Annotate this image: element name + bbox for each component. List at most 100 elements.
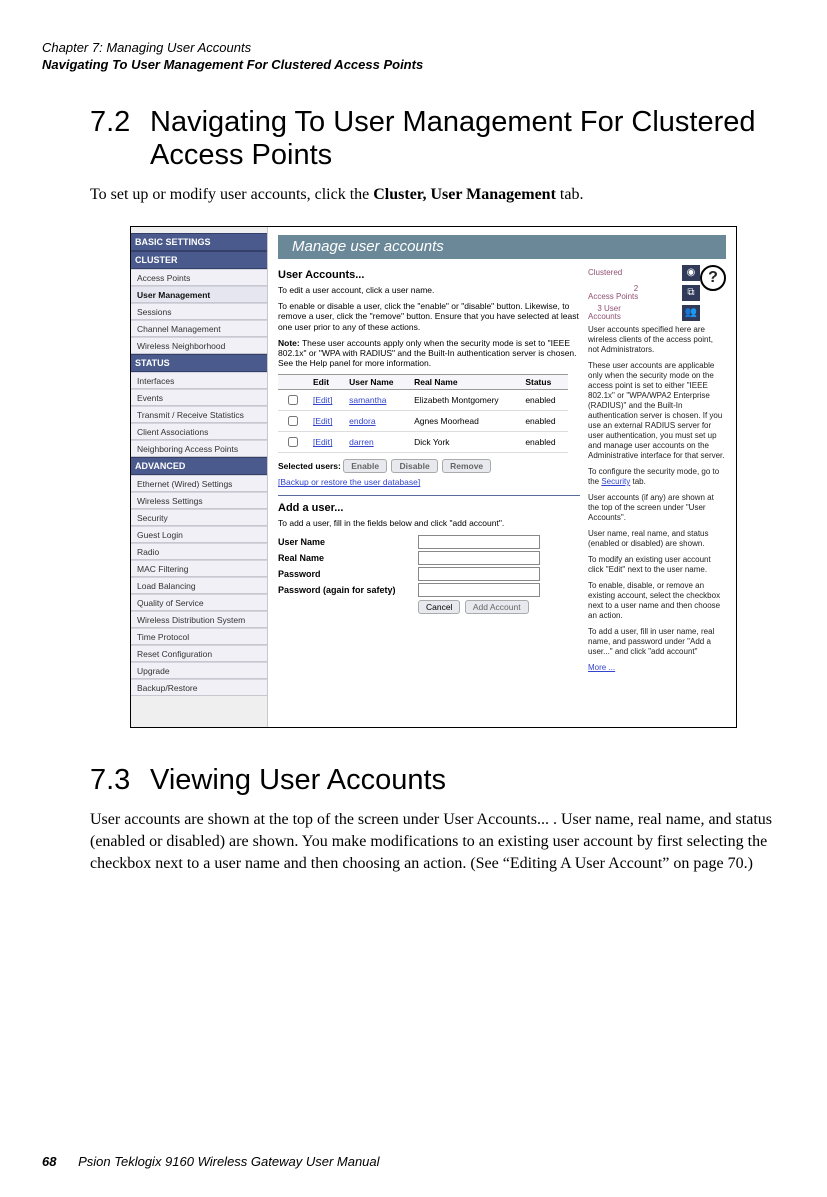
th-user: User Name xyxy=(343,375,408,390)
section-title: Navigating To User Management For Cluste… xyxy=(150,106,785,173)
center-p1: To edit a user account, click a user nam… xyxy=(278,285,580,295)
nav-wds[interactable]: Wireless Distribution System xyxy=(131,611,267,628)
label-real: Real Name xyxy=(278,553,418,563)
input-pass[interactable] xyxy=(418,567,540,581)
stat-access-points[interactable]: 2Access Points ⧉ xyxy=(588,285,700,301)
nav-channel-management[interactable]: Channel Management xyxy=(131,320,267,337)
th-real: Real Name xyxy=(408,375,519,390)
row-checkbox[interactable] xyxy=(288,416,298,426)
nav-ethernet[interactable]: Ethernet (Wired) Settings xyxy=(131,475,267,492)
nav-access-points[interactable]: Access Points xyxy=(131,269,267,286)
section-number: 7.3 xyxy=(90,764,138,797)
add-user-heading: Add a user... xyxy=(278,502,580,514)
real-name-cell: Elizabeth Montgomery xyxy=(408,390,519,411)
help-p3: To configure the security mode, go to th… xyxy=(588,467,726,487)
help-icon[interactable]: ? xyxy=(700,265,726,291)
section-73-para: User accounts are shown at the top of th… xyxy=(90,809,785,874)
edit-link[interactable]: [Edit] xyxy=(313,416,332,426)
status-cell: enabled xyxy=(519,390,568,411)
nav-tx-rx-stats[interactable]: Transmit / Receive Statistics xyxy=(131,406,267,423)
nav-header-cluster: CLUSTER xyxy=(131,251,267,269)
help-p1: User accounts specified here are wireles… xyxy=(588,325,726,355)
center-panel: User Accounts... To edit a user account,… xyxy=(278,265,580,719)
section-72-heading: 7.2 Navigating To User Management For Cl… xyxy=(90,106,785,173)
center-p2: To enable or disable a user, click the "… xyxy=(278,301,580,332)
nav-header-status: STATUS xyxy=(131,354,267,372)
user-link[interactable]: samantha xyxy=(349,395,386,405)
sidebar: BASIC SETTINGS CLUSTER Access Points Use… xyxy=(131,227,268,727)
cancel-button[interactable]: Cancel xyxy=(418,600,460,614)
nav-wireless-neighborhood[interactable]: Wireless Neighborhood xyxy=(131,337,267,354)
section-title: Viewing User Accounts xyxy=(150,764,785,797)
user-table: Edit User Name Real Name Status [Edit] s… xyxy=(278,374,568,453)
nav-interfaces[interactable]: Interfaces xyxy=(131,372,267,389)
enable-button[interactable]: Enable xyxy=(343,459,387,473)
nav-guest-login[interactable]: Guest Login xyxy=(131,526,267,543)
th-edit: Edit xyxy=(307,375,343,390)
user-link[interactable]: endora xyxy=(349,416,375,426)
nav-load-balancing[interactable]: Load Balancing xyxy=(131,577,267,594)
right-panel: Clustered ◉ 2Access Points ⧉ 3 UserAccou… xyxy=(588,265,726,719)
selected-users-row: Selected users: Enable Disable Remove xyxy=(278,459,580,473)
nav-qos[interactable]: Quality of Service xyxy=(131,594,267,611)
nav-reset[interactable]: Reset Configuration xyxy=(131,645,267,662)
nav-backup-restore[interactable]: Backup/Restore xyxy=(131,679,267,696)
nav-upgrade[interactable]: Upgrade xyxy=(131,662,267,679)
nav-neighboring-aps[interactable]: Neighboring Access Points xyxy=(131,440,267,457)
th-status: Status xyxy=(519,375,568,390)
user-accounts-heading: User Accounts... xyxy=(278,269,580,281)
table-header-row: Edit User Name Real Name Status xyxy=(278,375,568,390)
page-title-bar: Manage user accounts xyxy=(278,235,726,259)
stat-user-accounts[interactable]: 3 UserAccounts 👥 xyxy=(588,305,700,321)
nav-wireless-settings[interactable]: Wireless Settings xyxy=(131,492,267,509)
input-user[interactable] xyxy=(418,535,540,549)
table-row: [Edit] darren Dick York enabled xyxy=(278,432,568,453)
more-link[interactable]: More ... xyxy=(588,663,615,672)
add-account-button[interactable]: Add Account xyxy=(465,600,529,614)
backup-restore-link[interactable]: [Backup or restore the user database] xyxy=(278,477,420,487)
help-p8: To add a user, fill in user name, real n… xyxy=(588,627,726,657)
table-row: [Edit] samantha Elizabeth Montgomery ena… xyxy=(278,390,568,411)
input-pass2[interactable] xyxy=(418,583,540,597)
page-header: Chapter 7: Managing User Accounts Naviga… xyxy=(42,40,785,74)
section-number: 7.2 xyxy=(90,106,138,173)
nav-time-protocol[interactable]: Time Protocol xyxy=(131,628,267,645)
label-pass: Password xyxy=(278,569,418,579)
nav-header-basic[interactable]: BASIC SETTINGS xyxy=(131,233,267,251)
edit-link[interactable]: [Edit] xyxy=(313,395,332,405)
status-cell: enabled xyxy=(519,432,568,453)
add-user-p: To add a user, fill in the fields below … xyxy=(278,518,580,528)
page-footer: 68 Psion Teklogix 9160 Wireless Gateway … xyxy=(42,1154,380,1169)
input-real[interactable] xyxy=(418,551,540,565)
help-p7: To enable, disable, or remove an existin… xyxy=(588,581,726,621)
screenshot-main: Manage user accounts User Accounts... To… xyxy=(268,227,736,727)
nav-radio[interactable]: Radio xyxy=(131,543,267,560)
row-checkbox[interactable] xyxy=(288,395,298,405)
center-note: Note: These user accounts apply only whe… xyxy=(278,338,580,369)
help-p5: User name, real name, and status (enable… xyxy=(588,529,726,549)
help-p6: To modify an existing user account click… xyxy=(588,555,726,575)
label-user: User Name xyxy=(278,537,418,547)
chapter-line: Chapter 7: Managing User Accounts xyxy=(42,40,785,57)
manual-title: Psion Teklogix 9160 Wireless Gateway Use… xyxy=(78,1154,379,1169)
nav-security[interactable]: Security xyxy=(131,509,267,526)
nav-sessions[interactable]: Sessions xyxy=(131,303,267,320)
nav-events[interactable]: Events xyxy=(131,389,267,406)
users-icon: 👥 xyxy=(682,305,700,321)
security-link[interactable]: Security xyxy=(601,477,630,486)
help-p2: These user accounts are applicable only … xyxy=(588,361,726,461)
nav-client-assoc[interactable]: Client Associations xyxy=(131,423,267,440)
user-link[interactable]: darren xyxy=(349,437,374,447)
label-pass2: Password (again for safety) xyxy=(278,585,418,595)
nav-user-management[interactable]: User Management xyxy=(131,286,267,303)
ap-icon: ⧉ xyxy=(682,285,700,301)
nav-mac-filtering[interactable]: MAC Filtering xyxy=(131,560,267,577)
section-73-heading: 7.3 Viewing User Accounts xyxy=(90,764,785,797)
divider xyxy=(278,495,580,496)
remove-button[interactable]: Remove xyxy=(442,459,491,473)
real-name-cell: Dick York xyxy=(408,432,519,453)
help-p4: User accounts (if any) are shown at the … xyxy=(588,493,726,523)
disable-button[interactable]: Disable xyxy=(391,459,437,473)
edit-link[interactable]: [Edit] xyxy=(313,437,332,447)
row-checkbox[interactable] xyxy=(288,437,298,447)
